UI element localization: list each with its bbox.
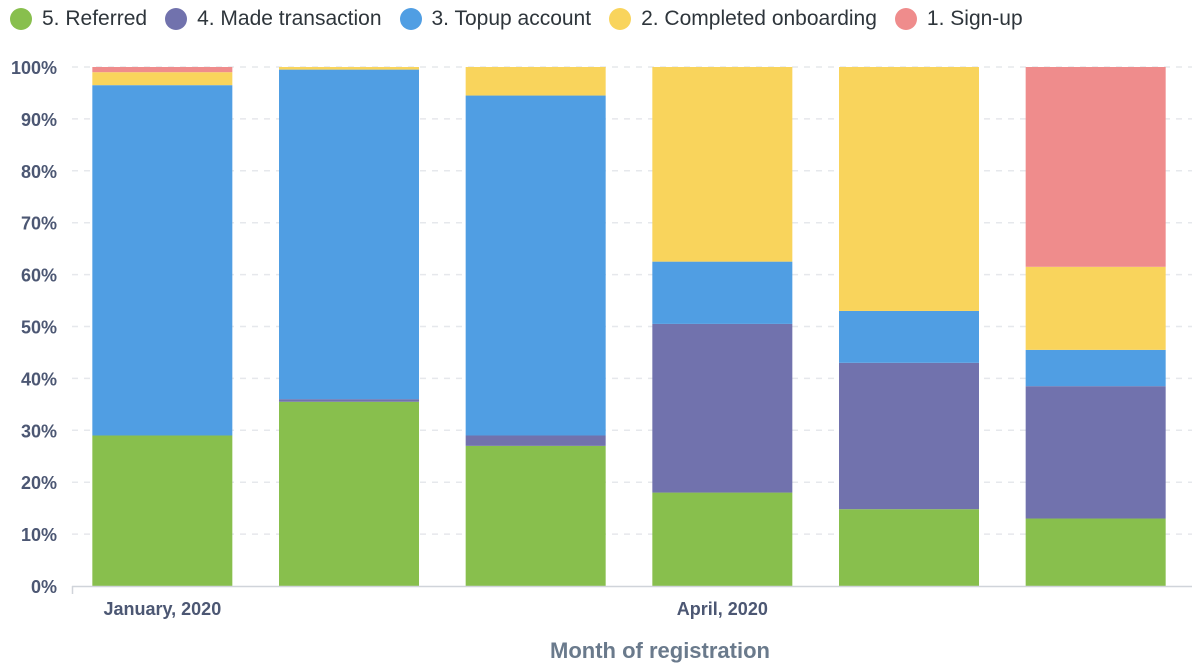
bar-segment[interactable] [279,67,419,70]
bar-stack[interactable] [1025,67,1166,586]
bar-segment[interactable] [465,445,606,586]
bar-stack[interactable] [92,67,233,586]
legend-swatch-referred [10,8,32,30]
bar-segment[interactable] [92,67,233,73]
bar-segment[interactable] [279,69,419,400]
legend-item-topup-account[interactable]: 3. Topup account [399,7,592,31]
y-tick-label: 10% [21,525,57,545]
bar-segment[interactable] [1025,67,1166,267]
y-tick-label: 20% [21,473,57,493]
bar-segment[interactable] [92,435,233,586]
y-tick-label: 100% [11,58,57,78]
y-tick-label: 30% [21,421,57,441]
bar-stack[interactable] [652,67,793,586]
legend-label: 2. Completed onboarding [641,7,877,30]
bar-segment[interactable] [839,67,979,311]
bar-segment[interactable] [839,509,979,586]
x-tick-label: January, 2020 [103,599,221,619]
legend-item-sign-up[interactable]: 1. Sign-up [894,7,1023,31]
bar-segment[interactable] [92,85,233,436]
bar-stack[interactable] [279,67,419,586]
legend-swatch-made-transaction [165,8,188,30]
legend-item-completed-onboarding[interactable]: 2. Completed onboarding [609,7,877,31]
legend-label: 5. Referred [42,7,148,30]
legend-swatch-completed-onboarding [609,8,632,30]
x-axis-title: Month of registration [550,638,770,663]
legend-swatch-topup-account [399,8,422,30]
bar-segment[interactable] [839,310,979,363]
bar-segment[interactable] [652,323,793,493]
legend-item-made-transaction[interactable]: 4. Made transaction [165,7,382,31]
legend-label: 1. Sign-up [926,7,1023,30]
bar-segment[interactable] [465,435,606,446]
gridlines [72,66,1192,535]
chart-legend: 5. Referred 4. Made transaction 3. Topup… [10,4,1023,34]
bar-segment[interactable] [1025,518,1166,586]
x-tick-label: April, 2020 [677,599,768,619]
axes: 0% 10% 20% 30% 40% 50% 60% 70% 80% 90% 100% January… [11,58,1192,619]
y-tick-label: 0% [31,577,57,597]
bar-segment[interactable] [1025,349,1166,387]
bar-segment[interactable] [279,399,419,402]
bar-segment[interactable] [1025,386,1166,519]
legend-swatch-sign-up [894,8,917,30]
legend-label: 3. Topup account [431,7,592,30]
bar-segment[interactable] [652,67,793,262]
bar-segment[interactable] [1025,266,1166,350]
bar-segment[interactable] [92,72,233,86]
y-tick-label: 90% [21,110,57,130]
y-tick-label: 40% [21,369,57,389]
bar-segment[interactable] [652,261,793,324]
y-tick-label: 80% [21,162,57,182]
bar-segment[interactable] [839,362,979,510]
legend-label: 4. Made transaction [197,7,382,30]
bar-segment[interactable] [465,67,606,96]
bar-segment[interactable] [465,95,606,436]
y-tick-label: 50% [21,318,57,338]
bar-segment[interactable] [652,492,793,586]
bar-stack[interactable] [465,67,606,586]
legend-item-referred[interactable]: 5. Referred [10,7,147,31]
bars [92,67,1166,586]
bar-segment[interactable] [279,401,419,586]
bar-stack[interactable] [839,67,979,586]
y-tick-label: 70% [21,214,57,234]
y-tick-label: 60% [21,266,57,286]
